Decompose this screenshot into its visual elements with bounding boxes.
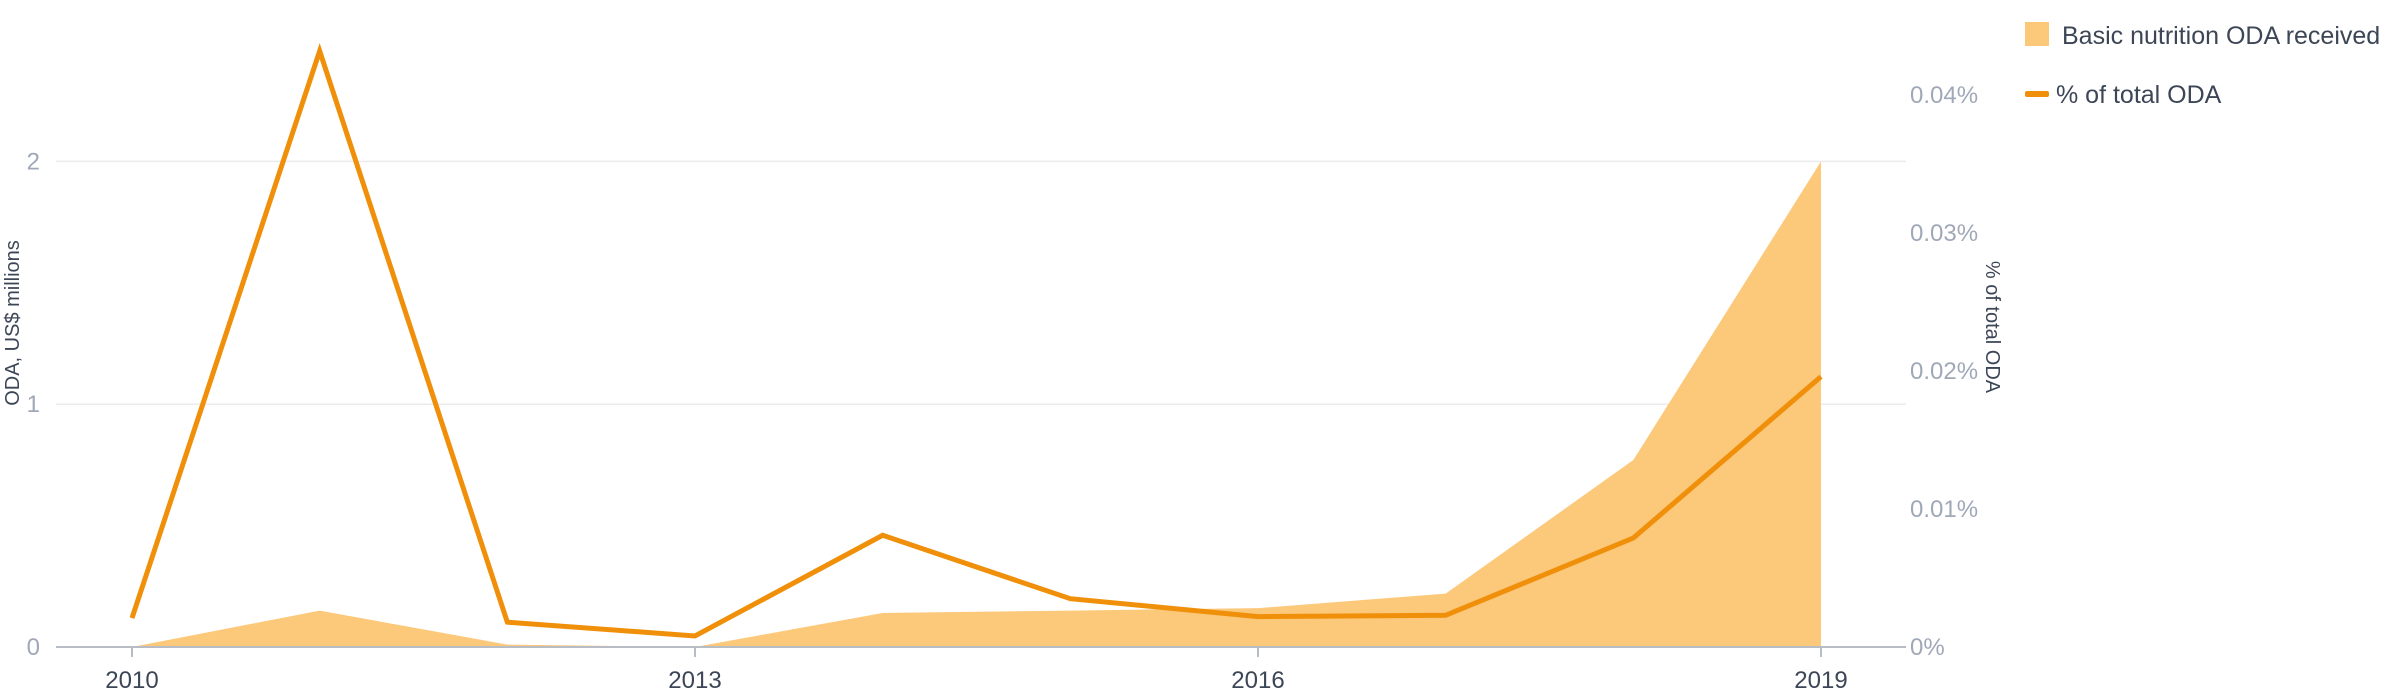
area-series-basic-nutrition-oda[interactable] <box>132 161 1821 647</box>
legend-item-line[interactable]: % of total ODA <box>2025 81 2222 109</box>
y2-axis-title: % of total ODA <box>1981 261 2003 394</box>
line-layer <box>129 43 1823 639</box>
x-tick-label: 2016 <box>1231 667 1284 694</box>
right-axis-ticks: 0% 0.01% 0.02% 0.03% 0.04% <box>1910 82 1978 661</box>
right-tick-label: 0.03% <box>1910 220 1978 247</box>
legend-swatch-area <box>2025 22 2049 46</box>
line-series-pct-total-oda[interactable] <box>129 43 1823 639</box>
left-tick-label: 0 <box>27 634 40 661</box>
right-tick-label: 0.02% <box>1910 358 1978 385</box>
right-tick-label: 0.01% <box>1910 496 1978 523</box>
left-tick-label: 2 <box>27 148 40 175</box>
legend-item-area[interactable]: Basic nutrition ODA received <box>2025 22 2380 50</box>
legend-label-line: % of total ODA <box>2056 81 2222 109</box>
left-tick-label: 1 <box>27 391 40 418</box>
x-axis-ticks: 2010 2013 2016 2019 <box>105 647 1848 694</box>
left-axis-ticks: 0 1 2 <box>27 148 40 661</box>
x-tick-label: 2013 <box>668 667 721 694</box>
legend-label-area: Basic nutrition ODA received <box>2062 22 2380 50</box>
x-tick-label: 2010 <box>105 667 158 694</box>
legend: Basic nutrition ODA received % of total … <box>2025 22 2380 109</box>
right-tick-label: 0.04% <box>1910 82 1978 109</box>
gridlines <box>56 160 1906 405</box>
legend-swatch-line <box>2025 91 2049 97</box>
x-tick-label: 2019 <box>1794 667 1847 694</box>
right-tick-label: 0% <box>1910 634 1945 661</box>
y-axis-title: ODA, US$ millions <box>2 240 24 406</box>
area-layer <box>132 161 1821 647</box>
